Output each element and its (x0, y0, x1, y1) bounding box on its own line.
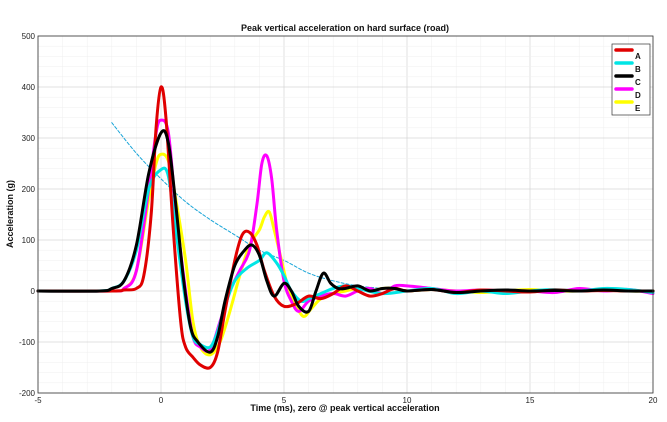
y-tick-label: 400 (22, 83, 36, 92)
legend-label: D (635, 91, 641, 100)
x-tick-label: 5 (282, 396, 287, 405)
x-tick-label: 10 (403, 396, 412, 405)
series-line-b (36, 166, 655, 350)
legend-label: E (635, 104, 641, 113)
x-tick-label: 15 (526, 396, 535, 405)
chart-title: Peak vertical acceleration on hard surfa… (241, 23, 449, 33)
plot-background (38, 36, 653, 393)
y-tick-label: 200 (22, 185, 36, 194)
legend-label: B (635, 65, 641, 74)
y-tick-label: 100 (22, 236, 36, 245)
series-lines (36, 85, 655, 370)
x-tick-label: 20 (649, 396, 658, 405)
x-axis-label: Time (ms), zero @ peak vertical accelera… (250, 403, 439, 413)
y-tick-label: 500 (22, 32, 36, 41)
plot-frame (37, 35, 654, 394)
y-tick-label: -100 (19, 338, 36, 347)
legend-label: C (635, 78, 641, 87)
legend-label: A (635, 52, 641, 61)
series-line-c (36, 129, 655, 354)
y-axis-label: Acceleration (g) (5, 180, 15, 248)
legend-box (611, 43, 651, 116)
grid (37, 35, 654, 394)
x-tick-label: -5 (34, 396, 42, 405)
tick-labels: -5 0 5 10 15 20 -200 -100 0 100 200 300 400 500 (19, 32, 658, 405)
x-tick-label: 0 (159, 396, 164, 405)
y-tick-label: 300 (22, 134, 36, 143)
y-tick-label: -200 (19, 389, 36, 398)
y-tick-label: 0 (31, 287, 36, 296)
